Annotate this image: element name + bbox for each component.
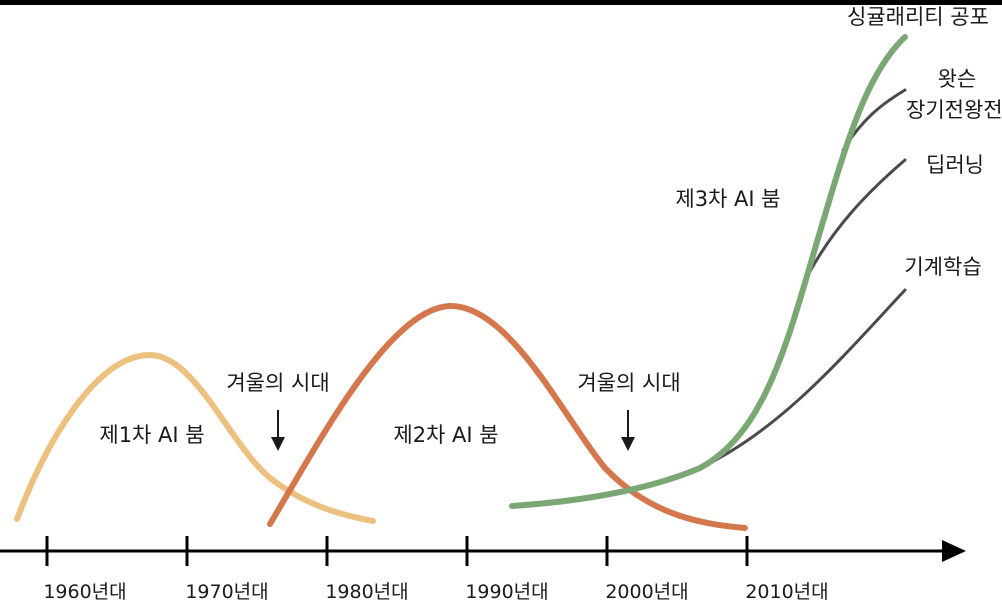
branch-line-watson bbox=[841, 88, 907, 152]
third-boom-label: 제3차 AI 붐 bbox=[675, 187, 780, 211]
watson-label-line1: 왓슨 bbox=[938, 67, 977, 91]
timeline-arrowhead bbox=[942, 540, 966, 562]
second-boom-label: 제2차 AI 붐 bbox=[393, 423, 498, 447]
winter-arrow-2 bbox=[621, 410, 635, 451]
second-winter-label: 겨울의 시대 bbox=[577, 371, 680, 395]
tick-label-1990s: 1990년대 bbox=[465, 581, 548, 602]
branch-line-machine-learning bbox=[698, 288, 907, 470]
tick-label-1970s: 1970년대 bbox=[185, 581, 268, 602]
watson-label-line2: 장기전왕전 bbox=[906, 98, 1002, 122]
tick-label-1960s: 1960년대 bbox=[43, 581, 126, 602]
tick-label-2010s: 2010년대 bbox=[745, 581, 828, 602]
tick-marks bbox=[45, 536, 749, 566]
first-boom-curve bbox=[14, 351, 376, 524]
deep-learning-label: 딥러닝 bbox=[926, 153, 984, 177]
third-boom-curve bbox=[509, 34, 908, 509]
winter-arrow-1 bbox=[271, 410, 285, 451]
first-winter-label: 겨울의 시대 bbox=[226, 371, 329, 395]
second-boom-curve bbox=[267, 302, 748, 531]
tick-label-1980s: 1980년대 bbox=[325, 581, 408, 602]
tick-label-2000s: 2000년대 bbox=[605, 581, 688, 602]
first-boom-label: 제1차 AI 붐 bbox=[99, 423, 204, 447]
machine-learning-label: 기계학습 bbox=[904, 255, 981, 279]
top-border bbox=[0, 0, 1002, 5]
branch-line-deep-learning bbox=[806, 158, 907, 277]
singularity-label: 싱귤래리티 공포 bbox=[847, 5, 989, 29]
